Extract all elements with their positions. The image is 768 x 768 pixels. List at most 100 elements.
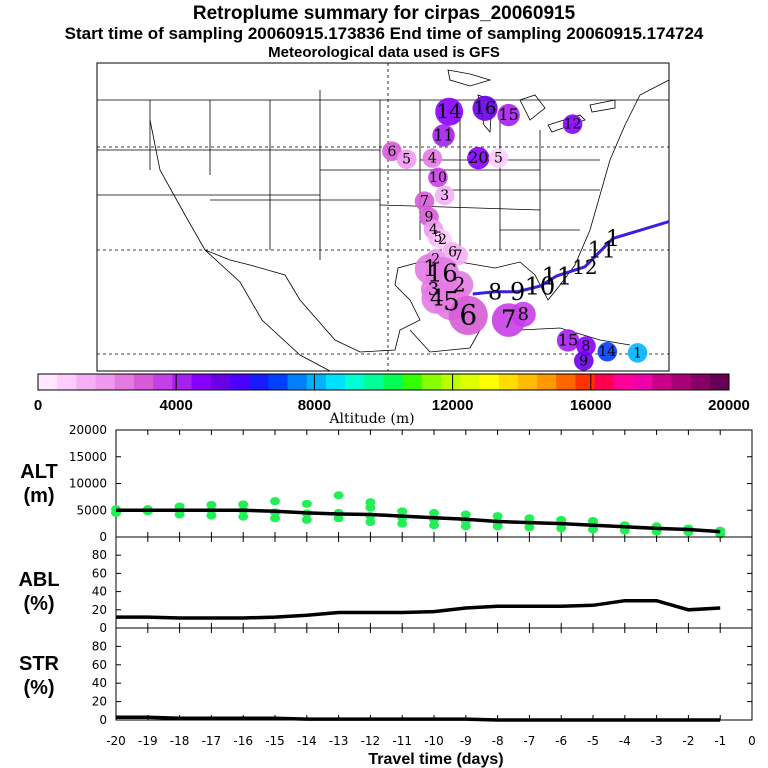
plume-blob: [576, 336, 596, 356]
trajectory-day-label: 11: [542, 262, 573, 290]
plume-blob: [467, 146, 490, 170]
y-tick-label: 60: [92, 566, 107, 580]
x-tick-label: -9: [460, 734, 472, 748]
y-tick-label: 0: [99, 530, 107, 544]
yucatan-coast: [409, 329, 481, 353]
colorbar-cell: [421, 374, 442, 390]
colorbar-tick-label: 12000: [432, 397, 474, 414]
plume-day-label: 2: [431, 251, 440, 267]
altitude-scatter-point: [492, 512, 503, 521]
colorbar-tick-label: 20000: [708, 397, 750, 414]
x-tick-label: -5: [587, 734, 599, 748]
x-tick-label: 0: [748, 734, 756, 748]
lake-superior: [447, 69, 492, 87]
plume-day-label: 1: [423, 257, 437, 282]
plume-day-label: 9: [579, 353, 588, 369]
lake-ontario: [589, 99, 616, 113]
plume-day-label: 6: [448, 245, 457, 261]
plume-day-label: 16: [474, 98, 497, 119]
sampling-times: Start time of sampling 20060915.173836 E…: [64, 24, 704, 43]
plume-day-label: 20: [468, 148, 488, 167]
colorbar-cell: [402, 374, 423, 390]
altitude-scatter-point: [429, 521, 439, 530]
plume-day-label: 10: [429, 170, 447, 186]
altitude-colorbar: 0 4000 8000 12000 16000 20000 Altitude (m): [34, 373, 750, 427]
plume-blob: [472, 95, 498, 121]
x-tick-label: -16: [233, 734, 253, 748]
plume-day-label: 2: [453, 272, 466, 296]
plume-blob: [562, 114, 583, 134]
colorbar-cell: [57, 374, 77, 390]
plume-blob: [510, 301, 536, 327]
plume-day-label: 7: [454, 248, 463, 264]
altitude-scatter-point: [270, 514, 280, 523]
altitude-scatter-point: [429, 508, 439, 517]
y-tick-label: 80: [92, 639, 107, 653]
colorbar-cell: [249, 374, 269, 390]
colorbar-cell: [210, 374, 231, 390]
y-tick-label: 40: [92, 676, 107, 690]
x-tick-label: -2: [682, 734, 694, 748]
plume-blob: [573, 351, 594, 371]
plume-blob: [382, 141, 402, 162]
y-tick-label: 0: [99, 713, 107, 727]
panel-ylabel: (m): [23, 485, 54, 507]
panel-ylabel: STR: [19, 653, 60, 675]
plume-day-label: 1: [633, 345, 642, 361]
colorbar-cell: [441, 374, 461, 390]
plume-day-label: 7: [420, 194, 429, 210]
plume-day-label: 3: [440, 188, 449, 204]
plume-blob: [497, 103, 520, 127]
altitude-scatter-point: [238, 500, 249, 509]
colorbar-cell: [364, 374, 384, 390]
trajectory-day-label: 10: [525, 272, 556, 300]
colorbar-cell: [268, 374, 289, 390]
colorbar-cell: [325, 374, 346, 390]
altitude-scatter-point: [301, 499, 312, 508]
x-tick-label: -17: [202, 734, 222, 748]
colorbar-cell: [460, 374, 480, 390]
x-tick-label: -19: [138, 734, 158, 748]
x-axis-label: Travel time (days): [368, 751, 503, 768]
colorbar-label: Altitude (m): [328, 411, 414, 427]
cuba-outline: [519, 327, 631, 346]
y-tick-label: 60: [92, 658, 107, 672]
x-tick-label: -20: [106, 734, 126, 748]
colorbar-cell: [229, 374, 250, 390]
colorbar-tick-label: 0: [34, 397, 42, 414]
colorbar-tick-label: 8000: [298, 397, 331, 414]
panel-alt: 0 5000 10000 15000 20000 ALT(m): [20, 423, 753, 544]
y-tick-label: 0: [99, 621, 107, 635]
plume-day-label: 5: [433, 230, 442, 246]
plume-day-label: 4: [429, 222, 438, 238]
x-tick-label: -3: [651, 734, 663, 748]
colorbar-cell: [517, 374, 538, 390]
plume-blob: [396, 149, 417, 170]
colorbar-cell: [613, 374, 634, 390]
trajectory-line: [472, 220, 669, 296]
y-tick-label: 20000: [69, 423, 107, 437]
x-tick-label: -18: [170, 734, 190, 748]
series-line: [116, 715, 721, 722]
plume-day-label: 5: [443, 287, 460, 317]
colorbar-cell: [191, 374, 212, 390]
colorbar-cell: [153, 374, 173, 390]
plume-day-label: 6: [459, 298, 477, 331]
map-frame: [96, 62, 670, 372]
colorbar-cell: [652, 374, 672, 390]
colorbar-cell: [537, 374, 557, 390]
altitude-scatter-point: [460, 510, 471, 519]
altitude-scatter-point: [238, 512, 249, 521]
colorbar-tick-label: 16000: [570, 397, 612, 414]
us-mexico-border: [204, 249, 251, 266]
altitude-scatter-point: [301, 515, 312, 524]
y-tick-label: 5000: [76, 503, 107, 517]
x-tick-label: -1: [714, 734, 726, 748]
x-tick-label: -12: [361, 734, 381, 748]
altitude-scatter-point: [333, 491, 344, 500]
